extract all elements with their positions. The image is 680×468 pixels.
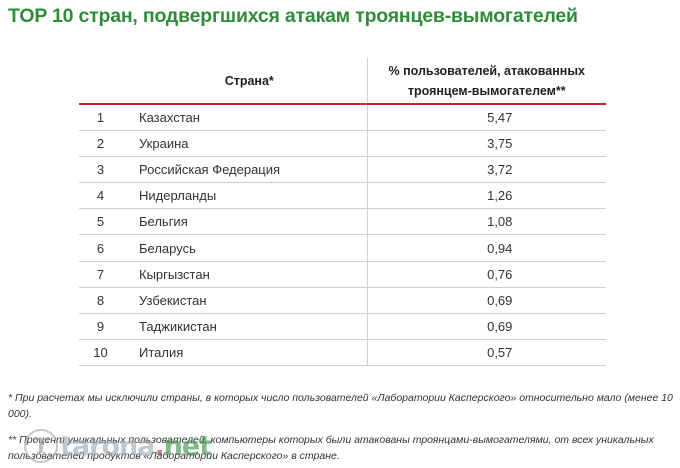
table-row: 5 Бельгия 1,08 [79,208,606,236]
table-row: 8 Узбекистан 0,69 [79,287,606,315]
footnote-1: * При расчетах мы исключили страны, в ко… [8,392,673,420]
watermark-text: tarona.net [60,430,212,462]
value-cell: 3,72 [366,156,606,184]
rank-cell: 2 [79,130,132,157]
value-cell: 1,08 [366,208,606,236]
rank-cell: 4 [79,182,132,210]
rank-cell: 6 [79,234,132,262]
value-cell: 0,57 [366,339,606,367]
country-cell: Нидерланды [132,182,367,210]
rank-cell: 7 [79,261,132,288]
rank-column-header [79,58,132,105]
table-row: 10 Италия 0,57 [79,339,606,367]
watermark-logo: T tarona.net [24,428,212,464]
country-cell: Российская Федерация [132,156,367,184]
value-cell: 1,26 [366,182,606,210]
rank-cell: 9 [79,313,132,341]
table-row: 2 Украина 3,75 [79,130,606,157]
rank-cell: 8 [79,287,132,315]
country-cell: Кыргызстан [132,261,367,288]
watermark-tld: net [163,430,212,462]
table-row: 6 Беларусь 0,94 [79,234,606,262]
table-header-row: Страна* % пользователей, атакованных тро… [79,58,606,105]
table-row: 4 Нидерланды 1,26 [79,182,606,210]
value-cell: 0,94 [366,234,606,262]
watermark-t-icon: T [24,429,58,463]
table-row: 3 Российская Федерация 3,72 [79,156,606,184]
table-body: 1 Казахстан 5,47 2 Украина 3,75 3 Российская Фе… [79,104,606,367]
country-cell: Бельгия [132,208,367,236]
country-cell: Таджикистан [132,313,367,341]
watermark-dot: . [154,430,164,462]
ransomware-table: Страна* % пользователей, атакованных тро… [79,58,606,367]
country-cell: Украина [132,130,367,157]
table-row: 7 Кыргызстан 0,76 [79,261,606,288]
watermark-name: tarona [60,430,155,462]
value-cell: 0,76 [366,261,606,288]
page-title: TOP 10 стран, подвергшихся атакам троянц… [8,5,578,27]
country-cell: Узбекистан [132,287,367,315]
value-column-header: % пользователей, атакованных троянцем-вы… [366,58,606,105]
rank-cell: 5 [79,208,132,236]
rank-cell: 1 [79,104,132,131]
country-cell: Казахстан [132,104,367,131]
footnote-2: ** Процент уникальных пользователей, ком… [8,434,654,462]
footnotes: * При расчетах мы исключили страны, в ко… [8,391,674,464]
country-cell: Беларусь [132,234,367,262]
rank-cell: 3 [79,156,132,184]
country-column-header: Страна* [132,58,367,105]
rank-cell: 10 [79,339,132,367]
country-cell: Италия [132,339,367,367]
table-row: 1 Казахстан 5,47 [79,104,606,131]
value-cell: 3,75 [366,130,606,157]
value-cell: 5,47 [366,104,606,131]
table-row: 9 Таджикистан 0,69 [79,313,606,341]
value-cell: 0,69 [366,287,606,315]
value-cell: 0,69 [366,313,606,341]
